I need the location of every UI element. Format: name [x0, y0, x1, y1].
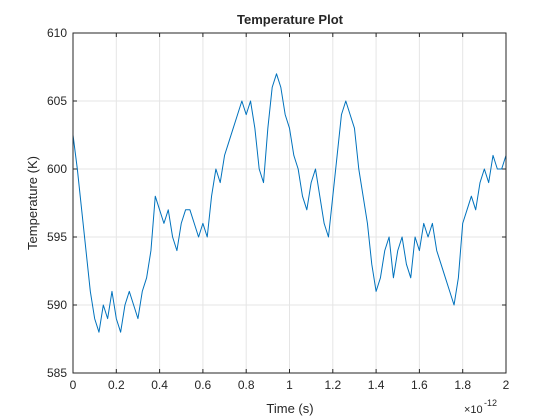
y-tick-label: 600 [47, 162, 67, 176]
y-tick-label: 590 [47, 298, 67, 312]
chart-title: Temperature Plot [237, 12, 344, 27]
x-tick-label: 0.6 [195, 378, 212, 392]
x-tick-label: 0.8 [238, 378, 255, 392]
y-tick-label: 585 [47, 366, 67, 380]
x-tick-label: 1.6 [411, 378, 428, 392]
data-line [72, 73, 507, 333]
axes-box [72, 32, 507, 374]
y-tick-label: 605 [47, 94, 67, 108]
y-axis-label: Temperature (K) [25, 156, 40, 250]
x-tick-label: 1.8 [454, 378, 471, 392]
x-tick-label: 0.2 [108, 378, 125, 392]
x-tick-label: 0.4 [151, 378, 168, 392]
x-axis-label: Time (s) [266, 401, 313, 416]
x-tick-label: 2 [503, 378, 510, 392]
x-tick-label: 1 [286, 378, 293, 392]
x-multiplier: ×10 [464, 404, 483, 416]
x-tick-label: 1.2 [324, 378, 341, 392]
y-tick-label: 595 [47, 230, 67, 244]
y-tick-label: 610 [47, 26, 67, 40]
x-tick-label: 0 [70, 378, 77, 392]
x-multiplier-exponent: -12 [484, 398, 497, 408]
x-tick-label: 1.4 [368, 378, 385, 392]
